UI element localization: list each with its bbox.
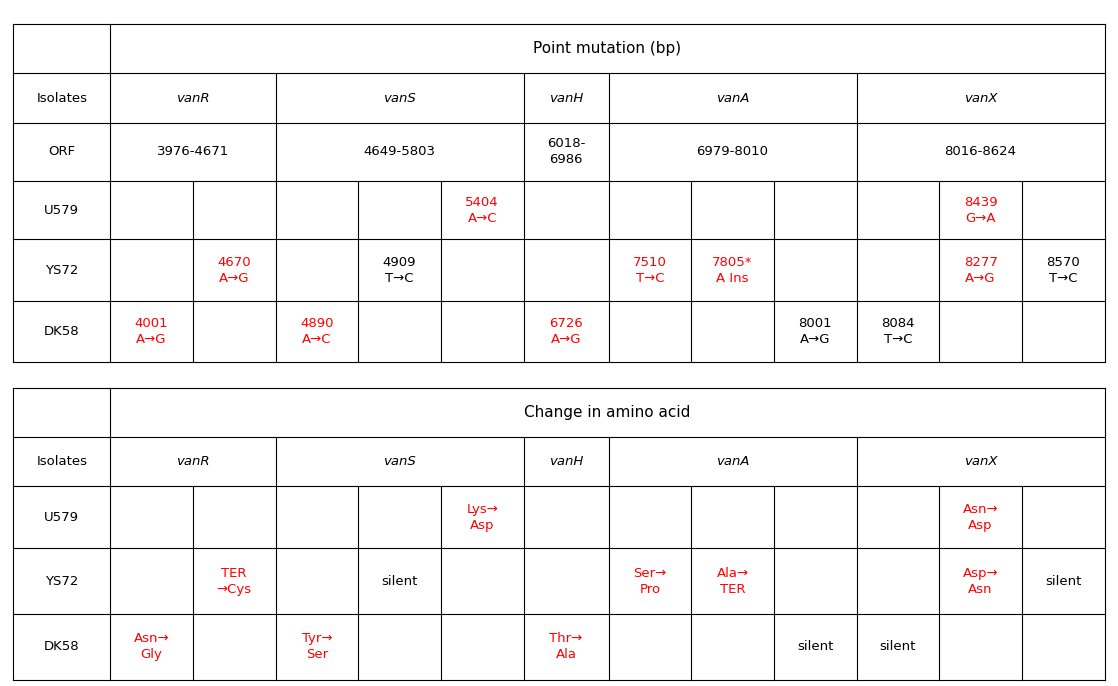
Text: 7805*
A Ins: 7805* A Ins [712,256,752,285]
Text: Ala→
TER: Ala→ TER [717,567,749,595]
Text: 4890
A→C: 4890 A→C [300,317,333,346]
Text: Lys→
Asp: Lys→ Asp [466,503,499,532]
Text: silent: silent [797,641,833,653]
Text: 7510
T→C: 7510 T→C [633,256,666,285]
Text: vanR: vanR [177,456,210,468]
Text: 5404
A→C: 5404 A→C [465,196,499,225]
Text: 8016-8624: 8016-8624 [945,145,1016,158]
Text: vanA: vanA [716,456,749,468]
Text: 8277
A→G: 8277 A→G [964,256,997,285]
Text: 4670
A→G: 4670 A→G [217,256,252,285]
Text: vanH: vanH [549,92,584,104]
Text: 6018-
6986: 6018- 6986 [547,137,586,167]
Text: DK58: DK58 [44,325,79,338]
Text: vanH: vanH [549,456,584,468]
Text: ORF: ORF [48,145,75,158]
Text: 3976-4671: 3976-4671 [157,145,229,158]
Text: silent: silent [1045,575,1081,587]
Text: 4001
A→G: 4001 A→G [135,317,169,346]
Text: 4649-5803: 4649-5803 [363,145,436,158]
Text: DK58: DK58 [44,641,79,653]
Text: 8001
A→G: 8001 A→G [798,317,832,346]
Text: Change in amino acid: Change in amino acid [524,405,691,420]
Text: vanA: vanA [716,92,749,104]
Text: Isolates: Isolates [36,456,87,468]
Text: Ser→
Pro: Ser→ Pro [633,567,666,595]
Text: U579: U579 [45,511,79,523]
Text: 6979-8010: 6979-8010 [697,145,768,158]
Text: vanX: vanX [964,92,997,104]
Bar [13,388,1105,680]
Text: vanS: vanS [383,92,416,104]
Text: silent: silent [880,641,916,653]
Text: 8084
T→C: 8084 T→C [881,317,915,346]
Bar [13,24,1105,362]
Text: Isolates: Isolates [36,92,87,104]
Text: YS72: YS72 [45,264,78,276]
Text: silent: silent [381,575,418,587]
Text: vanX: vanX [964,456,997,468]
Text: 4909
T→C: 4909 T→C [382,256,416,285]
Text: Thr→
Ala: Thr→ Ala [549,632,582,661]
Text: vanS: vanS [383,456,416,468]
Text: Asn→
Gly: Asn→ Gly [134,632,170,661]
Text: 8439
G→A: 8439 G→A [964,196,997,225]
Text: Asn→
Asp: Asn→ Asp [963,503,998,532]
Text: YS72: YS72 [45,575,78,587]
Text: vanR: vanR [177,92,210,104]
Text: Asp→
Asn: Asp→ Asn [963,567,998,595]
Text: TER
→Cys: TER →Cys [217,567,252,595]
Text: 8570
T→C: 8570 T→C [1046,256,1080,285]
Text: 6726
A→G: 6726 A→G [549,317,582,346]
Text: U579: U579 [45,204,79,217]
Text: Tyr→
Ser: Tyr→ Ser [302,632,332,661]
Text: Point mutation (bp): Point mutation (bp) [533,41,682,56]
